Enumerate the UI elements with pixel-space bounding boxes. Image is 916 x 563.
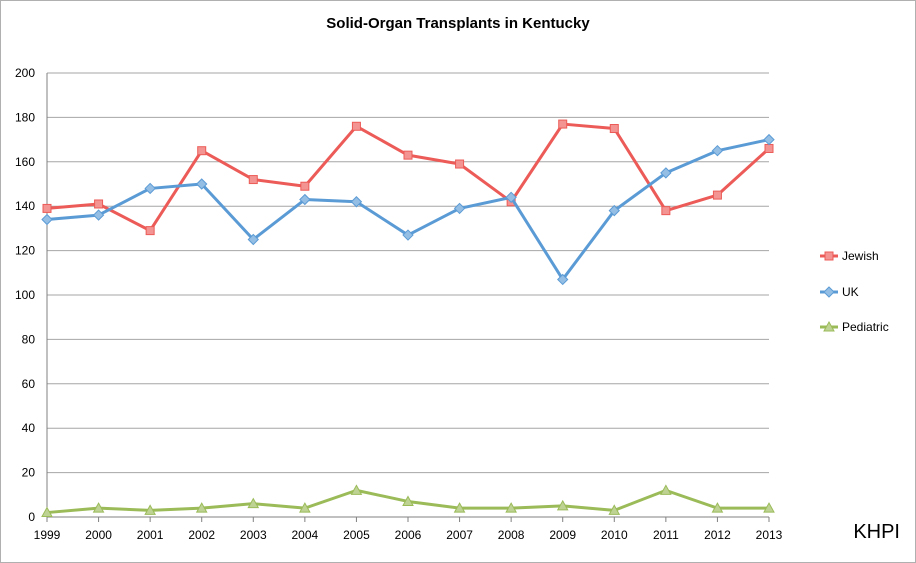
data-point-jewish [403, 150, 413, 160]
data-point-pediatric [41, 506, 53, 518]
data-point-jewish [558, 119, 568, 129]
data-point-uk [299, 193, 311, 206]
y-tick-label: 60 [22, 377, 36, 391]
data-point-jewish [712, 190, 722, 200]
x-tick-label: 2012 [704, 528, 731, 542]
x-tick-label: 2007 [446, 528, 473, 542]
data-point-jewish [145, 226, 155, 236]
axes [46, 73, 770, 522]
x-tick-label: 2004 [292, 528, 319, 542]
data-point-pediatric [195, 502, 208, 513]
y-tick-label: 120 [15, 244, 35, 258]
series-group [41, 119, 775, 518]
data-point-jewish [197, 146, 207, 156]
khpi-annotation: KHPI [853, 521, 900, 543]
legend-item-jewish: Jewish [820, 249, 879, 263]
data-point-pediatric [402, 495, 414, 506]
x-tick-label: 2003 [240, 528, 267, 542]
x-tick-label: 2008 [498, 528, 525, 542]
x-tick-label: 1999 [34, 528, 61, 542]
data-point-jewish [661, 206, 671, 216]
data-point-jewish [94, 199, 104, 209]
x-tick-label: 2005 [343, 528, 370, 542]
data-point-uk [763, 133, 775, 146]
data-point-uk [196, 178, 208, 190]
data-point-uk [505, 191, 517, 204]
data-point-pediatric [711, 502, 724, 513]
x-tick-label: 2013 [756, 528, 783, 542]
legend-marker [823, 286, 835, 298]
legend-item-pediatric: Pediatric [820, 320, 889, 334]
y-tick-label: 140 [15, 199, 35, 213]
y-tick-label: 100 [15, 288, 35, 302]
legend: Jewish UK Pediatric [820, 249, 889, 334]
y-tick-label: 80 [22, 332, 36, 346]
data-point-pediatric [299, 502, 311, 513]
series-pediatric [41, 484, 775, 518]
x-tick-label: 2009 [549, 528, 576, 542]
x-tick-label: 2010 [601, 528, 628, 542]
data-point-uk [247, 233, 259, 246]
x-tick-label: 2001 [137, 528, 164, 542]
legend-label: UK [842, 285, 859, 299]
data-point-jewish [248, 175, 258, 185]
data-point-jewish [300, 181, 310, 191]
x-tick-label: 2011 [653, 528, 679, 542]
y-tick-labels: 0 20 40 60 80 100 120 140 160 180 200 [15, 66, 35, 524]
data-point-pediatric [453, 502, 466, 513]
x-tick-label: 2006 [395, 528, 422, 542]
x-tick-label: 2002 [188, 528, 215, 542]
data-point-pediatric [350, 484, 363, 495]
x-tick-label: 2000 [85, 528, 112, 542]
x-tick-labels: 1999 2000 2001 2002 2003 2004 2005 2006 2007 2008… [34, 528, 783, 542]
y-tick-label: 160 [15, 155, 35, 169]
legend-label: Pediatric [842, 320, 889, 334]
y-tick-label: 0 [28, 510, 35, 524]
legend-item-uk: UK [820, 285, 859, 299]
data-point-uk [660, 167, 672, 179]
data-point-uk [402, 229, 414, 241]
chart-title: Solid-Organ Transplants in Kentucky [326, 15, 590, 32]
data-point-pediatric [144, 504, 156, 515]
data-point-uk [453, 202, 466, 215]
data-point-pediatric [763, 502, 775, 513]
y-tick-label: 20 [22, 466, 36, 480]
data-point-pediatric [608, 504, 621, 515]
data-point-jewish [609, 124, 619, 133]
y-tick-label: 200 [15, 66, 35, 80]
data-point-uk [557, 273, 569, 286]
y-tick-label: 180 [15, 110, 35, 124]
data-point-uk [92, 209, 105, 221]
data-point-uk [711, 144, 724, 157]
legend-label: Jewish [842, 249, 879, 263]
data-point-jewish [455, 159, 465, 169]
data-point-pediatric [556, 499, 569, 511]
data-point-pediatric [505, 502, 517, 513]
y-tick-label: 40 [22, 421, 36, 435]
series-uk [41, 133, 775, 286]
data-point-uk [350, 196, 363, 208]
data-point-pediatric [247, 497, 260, 509]
data-point-pediatric [92, 502, 105, 513]
data-point-jewish [764, 143, 774, 153]
data-point-jewish [351, 121, 361, 131]
legend-marker [824, 251, 834, 261]
data-point-uk [41, 213, 53, 226]
data-point-pediatric [660, 484, 672, 495]
legend-marker [823, 320, 835, 332]
data-point-jewish [42, 203, 52, 213]
data-point-uk [608, 204, 620, 217]
data-point-uk [144, 182, 156, 195]
